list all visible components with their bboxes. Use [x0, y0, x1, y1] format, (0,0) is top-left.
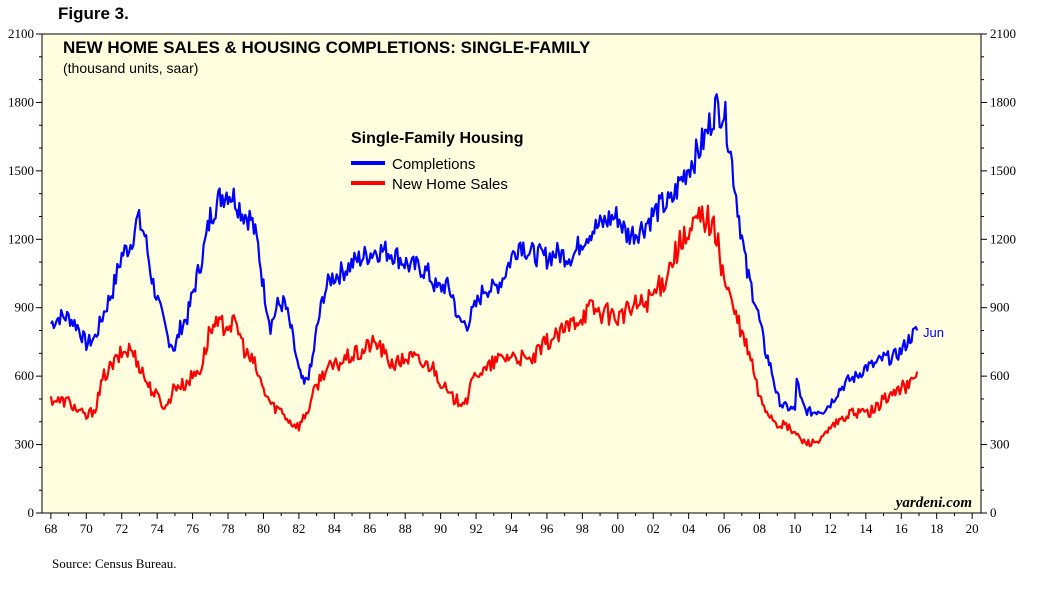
- x-tick-label: 14: [859, 521, 873, 536]
- y-tick-label-left: 1500: [8, 163, 34, 178]
- source-note: Source: Census Bureau.: [52, 556, 177, 571]
- x-tick-label: 94: [505, 521, 519, 536]
- x-tick-label: 72: [115, 521, 128, 536]
- y-tick-label-left: 2100: [8, 26, 34, 41]
- x-tick-label: 88: [399, 521, 412, 536]
- x-tick-label: 10: [788, 521, 801, 536]
- series-line-new-home-sales: [49, 204, 919, 448]
- x-tick-label: 68: [44, 521, 57, 536]
- x-tick-label: 00: [611, 521, 624, 536]
- y-tick-label-left: 900: [15, 300, 35, 315]
- y-tick-label-left: 0: [28, 505, 35, 520]
- y-tick-label-right: 1500: [990, 163, 1016, 178]
- watermark: yardeni.com: [894, 495, 972, 511]
- x-tick-label: 84: [328, 521, 342, 536]
- x-tick-label: 76: [186, 521, 200, 536]
- x-tick-label: 06: [718, 521, 732, 536]
- x-tick-label: 74: [151, 521, 165, 536]
- legend-label-new-home-sales: New Home Sales: [392, 176, 508, 193]
- y-tick-label-right: 900: [990, 300, 1010, 315]
- y-tick-label-right: 1800: [990, 94, 1016, 109]
- x-tick-label: 20: [966, 521, 979, 536]
- y-tick-label-left: 300: [15, 437, 35, 452]
- x-tick-label: 18: [930, 521, 943, 536]
- chart-subtitle: (thousand units, saar): [63, 60, 198, 76]
- y-tick-label-right: 600: [990, 368, 1010, 383]
- x-tick-label: 90: [434, 521, 447, 536]
- x-tick-label: 82: [292, 521, 305, 536]
- legend-title: Single-Family Housing: [351, 130, 523, 147]
- y-tick-label-right: 2100: [990, 26, 1016, 41]
- x-tick-label: 92: [470, 521, 483, 536]
- x-tick-label: 04: [682, 521, 696, 536]
- x-tick-label: 80: [257, 521, 270, 536]
- plot-background: [41, 33, 982, 514]
- x-tick-label: 70: [80, 521, 93, 536]
- legend-label-completions: Completions: [392, 156, 475, 173]
- y-tick-label-right: 0: [990, 505, 997, 520]
- x-tick-label: 98: [576, 521, 589, 536]
- chart-title: NEW HOME SALES & HOUSING COMPLETIONS: SI…: [63, 38, 591, 57]
- x-tick-label: 16: [895, 521, 909, 536]
- x-tick-label: 02: [647, 521, 660, 536]
- y-tick-label-left: 1200: [8, 231, 34, 246]
- y-tick-label-left: 600: [15, 368, 35, 383]
- x-tick-label: 08: [753, 521, 766, 536]
- y-tick-label-right: 1200: [990, 231, 1016, 246]
- series-line-completions: [49, 93, 919, 417]
- x-tick-label: 86: [363, 521, 377, 536]
- end-annotation-jun: Jun: [923, 325, 944, 340]
- y-tick-label-left: 1800: [8, 94, 34, 109]
- x-tick-label: 78: [222, 521, 235, 536]
- x-tick-label: 96: [540, 521, 554, 536]
- x-tick-label: 12: [824, 521, 837, 536]
- figure-label: Figure 3.: [58, 4, 129, 23]
- series-group: [49, 93, 919, 448]
- y-tick-label-right: 300: [990, 437, 1010, 452]
